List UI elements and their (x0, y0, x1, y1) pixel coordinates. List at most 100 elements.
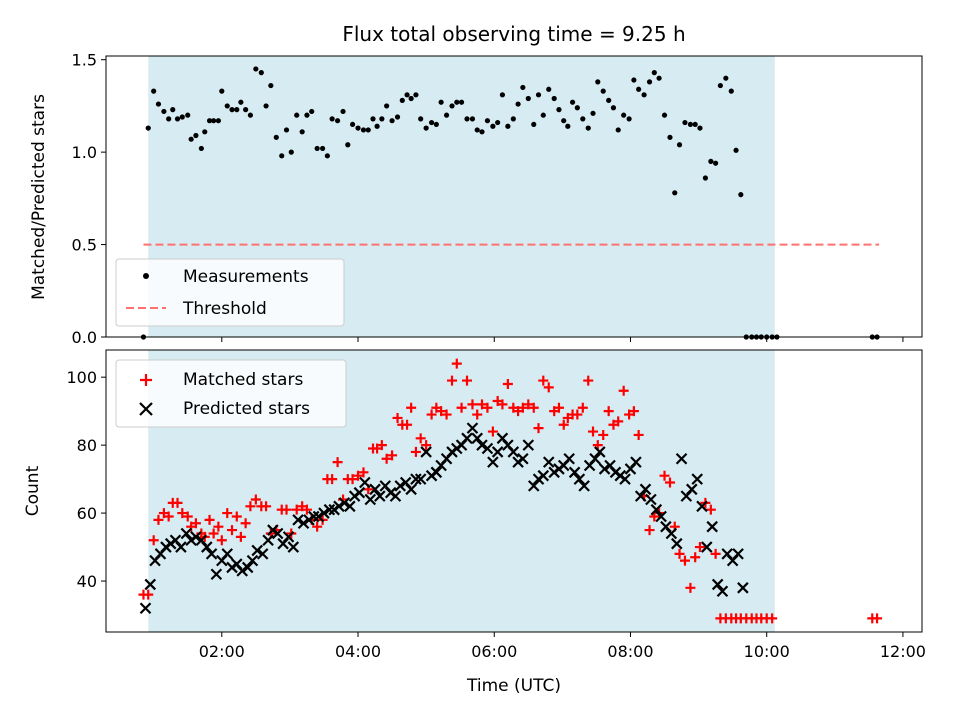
measurements-point (697, 125, 703, 131)
matched-stars-point (462, 375, 473, 386)
predicted-stars-point (201, 541, 213, 553)
predicted-stars-point (374, 490, 386, 502)
matched-stars-point (332, 457, 343, 468)
measurements-point (389, 118, 395, 124)
measurements-point (179, 114, 185, 120)
matched-stars-point (301, 504, 312, 515)
predicted-stars-point (312, 510, 325, 523)
measurements-point (206, 118, 213, 124)
predicted-stars-point (430, 466, 443, 479)
measurements-point (399, 97, 405, 103)
predicted-stars-point (287, 541, 300, 553)
measurements-point (443, 112, 450, 118)
predicted-stars-point (507, 446, 520, 458)
matched-stars-point (381, 453, 392, 464)
predicted-stars-point (487, 456, 499, 468)
measurements-point (151, 88, 157, 94)
predicted-stars-point (251, 544, 263, 557)
measurements-point (155, 101, 162, 107)
measurements-point (551, 95, 557, 102)
measurements-point (193, 132, 199, 139)
matched-stars-point (347, 474, 358, 485)
matched-stars-point (148, 535, 159, 546)
matched-stars-point (553, 402, 564, 413)
matched-stars-point (598, 429, 609, 440)
matched-stars-point (231, 511, 242, 522)
matched-stars-point (679, 555, 690, 566)
matched-stars-point (710, 548, 721, 559)
measurements-point (170, 107, 176, 113)
measurements-point (484, 118, 491, 124)
matched-stars-point (222, 508, 233, 519)
matched-stars-point (208, 528, 219, 539)
bottom-panel-y-ticks: 40 60 80 100 (66, 368, 106, 591)
measurements-point (304, 112, 310, 118)
measurements-point (708, 158, 714, 164)
measurements-point (279, 153, 285, 159)
legend-predicted-marker (139, 402, 153, 416)
predicted-stars-point (578, 480, 590, 492)
measurements-point (631, 77, 637, 83)
predicted-stars-point (671, 537, 683, 550)
matched-stars-point (213, 521, 224, 532)
measurements-point (145, 125, 151, 131)
predicted-stars-point (333, 500, 345, 513)
matched-stars-point (538, 375, 549, 386)
predicted-stars-point (364, 493, 377, 506)
predicted-stars-point (634, 490, 647, 502)
predicted-stars-point (517, 452, 529, 465)
measurements-point (294, 112, 300, 118)
matched-stars-point (628, 406, 639, 417)
matched-stars-point (482, 402, 493, 413)
measurements-point (540, 112, 546, 118)
bottom-panel-y-tick-label: 100 (66, 368, 97, 387)
measurements-point (702, 175, 708, 181)
matched-stars-point (476, 399, 487, 410)
bottom-panel-x-tick-label: 06:00 (471, 642, 517, 661)
measurements-point (546, 86, 552, 92)
predicted-stars-point (292, 514, 304, 526)
measurements-point (495, 119, 501, 126)
matched-stars-point (588, 426, 599, 437)
measurements-point (234, 107, 240, 113)
predicted-stars-point (221, 548, 234, 560)
predicted-stars-point (420, 446, 432, 458)
measurements-point (433, 121, 439, 128)
top-panel-x-ticks (221, 337, 904, 342)
measurements-point (198, 145, 204, 152)
measurements-point (355, 125, 361, 131)
predicted-stars-point (737, 582, 749, 594)
measurements-point (641, 92, 647, 98)
predicted-stars-point (359, 476, 371, 489)
measurements-point (349, 121, 356, 128)
bottom-panel-y-label: Count (23, 465, 43, 516)
predicted-stars-point (246, 554, 259, 567)
bottom-panel-y-tick-label: 60 (77, 504, 97, 523)
measurements-point (374, 123, 380, 129)
matched-stars-point (603, 406, 614, 417)
matched-stars-point (467, 399, 478, 410)
measurements-point (253, 66, 259, 72)
predicted-stars-point (630, 456, 642, 468)
top-panel: 0.0 0.5 1.0 1.5 Matched/Predicted stars Mea… (29, 51, 923, 347)
top-panel-y-tick-label: 1.5 (72, 51, 97, 70)
measurements-point (174, 116, 181, 122)
matched-stars-point (441, 409, 452, 420)
matched-stars-point (177, 508, 188, 519)
measurements-point (490, 123, 496, 129)
measurements-point (580, 116, 586, 122)
matched-stars-point (235, 531, 246, 542)
matched-stars-point (558, 419, 569, 430)
matched-stars-point (451, 358, 462, 369)
predicted-stars-point (241, 561, 254, 574)
measurements-point (283, 127, 290, 133)
measurements-point (565, 123, 571, 129)
matched-stars-point (497, 399, 508, 410)
predicted-stars-point (139, 602, 152, 614)
predicted-stars-point (205, 548, 218, 560)
predicted-stars-point (685, 483, 698, 496)
measurements-point (574, 105, 580, 111)
measurements-point (219, 88, 225, 94)
measurements-point (717, 82, 723, 89)
measurements-point (464, 116, 470, 122)
